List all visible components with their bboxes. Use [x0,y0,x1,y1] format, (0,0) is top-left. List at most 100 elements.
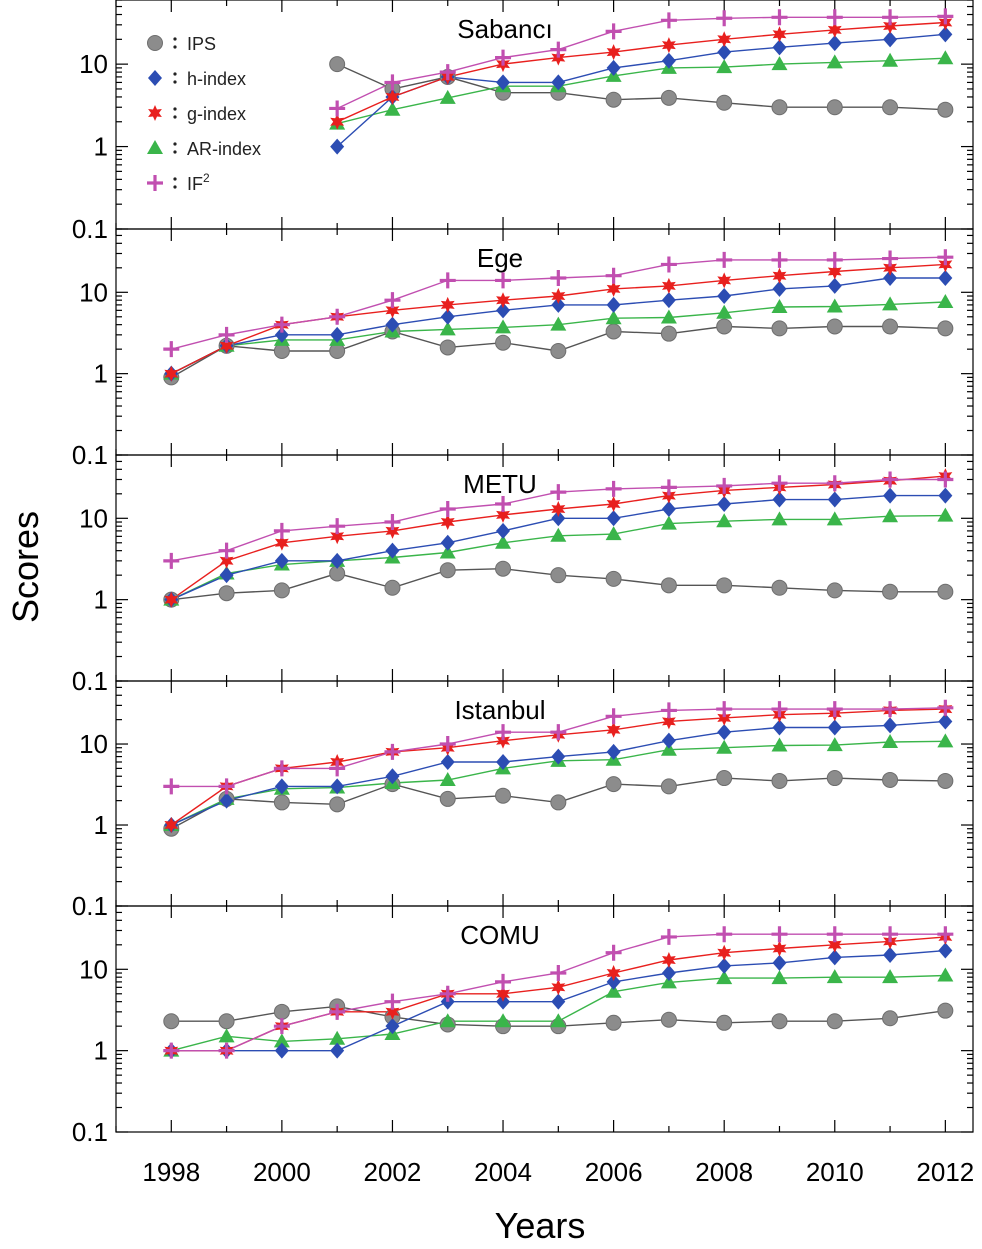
point-h [827,277,842,294]
legend-colon [173,80,177,84]
point-g [606,496,621,512]
panel-title: METU [463,469,537,499]
y-tick-label: 0.1 [72,666,108,696]
y-axis-title: Scores [5,511,46,623]
point-if2 [495,49,512,66]
point-if2 [218,1042,235,1059]
point-h [385,768,400,785]
x-tick-label: 2002 [364,1157,422,1187]
point-ar [384,101,401,116]
point-g [717,944,732,961]
y-tick-label: 10 [79,49,108,79]
x-axis-title: Years [495,1205,586,1246]
point-h [606,743,621,760]
point-ips [826,99,843,116]
point-h [551,993,566,1010]
point-ips [937,101,954,118]
legend-label-ips: IPS [187,34,216,54]
point-ar [550,316,567,331]
point-ips [660,89,677,106]
point-g [827,263,842,280]
point-if2 [660,479,677,496]
legend-colon [173,142,177,146]
point-g [496,506,510,523]
point-g [551,288,566,304]
point-if2 [882,250,899,267]
point-ar [882,296,899,311]
point-g [164,365,179,382]
point-if2 [329,308,346,325]
point-h [938,713,953,730]
x-tick-label: 2000 [253,1157,311,1187]
point-h [385,542,400,559]
point-h [330,778,345,795]
point-g [717,709,732,726]
point-ips [660,1011,677,1028]
point-g [662,487,676,504]
point-h [938,269,953,286]
point-ar [495,534,512,549]
point-ar [439,544,456,559]
point-ips [605,570,622,587]
point-if2 [439,64,456,81]
point-if2 [273,316,290,333]
point-if2 [384,993,401,1010]
point-g [330,528,345,545]
point-ar [605,310,622,325]
point-h [330,552,345,569]
point-ips [605,323,622,340]
y-tick-label: 10 [79,954,108,984]
point-g [219,337,234,354]
point-g [772,267,787,284]
point-ar [550,1013,567,1028]
point-ips [716,94,733,111]
point-h [606,973,621,990]
point-g [772,940,787,957]
point-ar [716,970,733,985]
point-if2 [771,9,788,26]
point-h [938,487,953,504]
point-h [827,949,842,966]
point-if2 [329,1003,346,1020]
point-ips [605,1014,622,1031]
point-ar [826,737,843,752]
point-if2 [218,326,235,343]
point-ips [716,577,733,594]
point-ips [771,1013,788,1030]
legend-marker-ips [147,35,163,51]
point-h [717,495,732,512]
panel-ege: 0.1 1 10 Ege [72,228,974,470]
point-h [661,732,676,749]
point-ar [882,733,899,748]
x-tick-label: 2006 [585,1157,643,1187]
point-h [883,269,898,286]
point-ips [771,772,788,789]
point-if2 [605,480,622,497]
point-ips [882,99,899,116]
point-h [827,719,842,736]
point-if2 [771,251,788,268]
point-g [606,280,621,297]
legend-colon [173,150,177,154]
series-line-h [336,33,946,148]
point-ips [771,579,788,596]
point-ips [605,776,622,793]
point-ar [826,54,843,69]
point-if2 [550,484,567,501]
point-h [385,316,400,333]
y-tick-label: 0.1 [72,440,108,470]
point-h [717,724,732,741]
point-g [772,26,787,43]
x-axis: 1998 2000 2002 2004 2006 2008 2010 2012 [142,1157,974,1187]
point-if2 [384,74,401,91]
point-ips [273,1003,290,1020]
point-ips [826,770,843,787]
panel-frame [115,905,974,1133]
point-ar [660,309,677,324]
point-ips [937,1002,954,1019]
point-ar [716,739,733,754]
point-ips [771,320,788,337]
legend: IPS h-index g-index AR-index IF2 [147,34,261,194]
point-if2 [163,552,180,569]
point-ips [716,1014,733,1031]
